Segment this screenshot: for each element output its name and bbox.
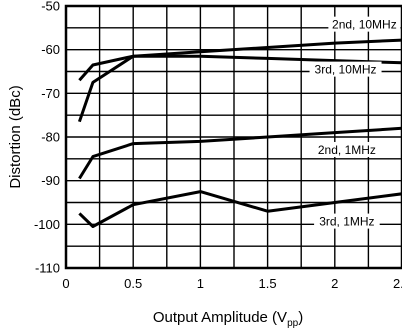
series-label-background	[314, 141, 380, 157]
x-tick-label: 1.5	[259, 276, 277, 291]
series-line-2nd-1mhz	[78, 126, 402, 180]
y-tick-label: -110	[35, 261, 60, 276]
series-labels: 2nd, 10MHz 3rd, 10MHz 2nd, 1MHz 3rd, 1MHz	[309, 16, 401, 229]
x-tick-label: 1	[197, 276, 204, 291]
series-label-3rd-1mhz: 3rd, 1MHz	[319, 215, 374, 229]
series-line-2nd-10mhz	[77, 38, 402, 123]
plot-frame	[64, 4, 402, 270]
x-tick-label: 2	[331, 276, 338, 291]
y-tick-label: -90	[41, 173, 60, 188]
series-label-2nd-1mhz: 2nd, 1MHz	[318, 143, 376, 157]
y-tick-label: -50	[41, 0, 60, 14]
x-tick-label: 0.5	[124, 276, 142, 291]
x-axis-title: Output Amplitude (Vpp)	[153, 309, 303, 329]
y-axis-title: Distortion (dBc)	[7, 85, 24, 188]
y-tick-label: -70	[41, 86, 60, 101]
series-label-background	[314, 213, 380, 229]
y-tick-label: -60	[41, 42, 60, 57]
series-label-3rd-10mhz: 3rd, 10MHz	[315, 63, 377, 77]
y-tick-label: -100	[34, 217, 60, 232]
series-label-background	[328, 16, 401, 32]
grid	[66, 6, 402, 268]
series-line-3rd-10mhz	[78, 54, 402, 82]
x-tick-label: 2.5	[393, 276, 402, 291]
series-label-2nd-10mhz: 2nd, 10MHz	[332, 18, 397, 32]
x-axis-title-subscript: pp	[287, 318, 299, 329]
series-line-3rd-1mhz	[78, 190, 402, 228]
series-label-background	[309, 61, 382, 77]
y-tick-label: -80	[41, 130, 60, 145]
y-tick-labels: -50 -60 -70 -80 -90 -100 -110	[34, 0, 60, 276]
x-axis-title-main: Output Amplitude (V	[153, 309, 287, 326]
x-tick-label: 0	[62, 276, 69, 291]
x-tick-labels: 0 0.5 1 1.5 2 2.5	[62, 276, 402, 291]
series-lines	[77, 38, 402, 228]
x-axis-title-close: )	[298, 309, 303, 326]
